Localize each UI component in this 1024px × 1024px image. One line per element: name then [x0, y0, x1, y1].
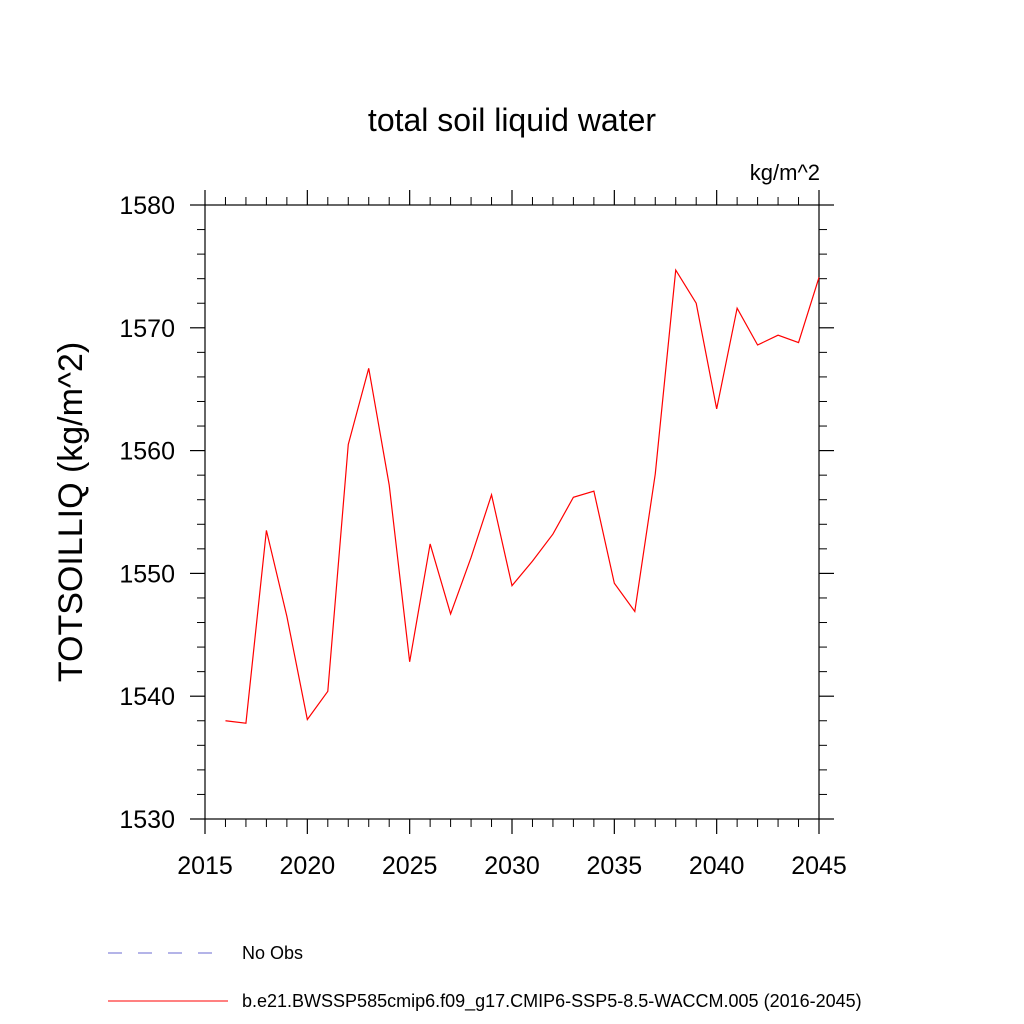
data-point: [675, 269, 677, 271]
legend-label-no-obs: No Obs: [242, 943, 303, 963]
y-axis-label: TOTSOILLIQ (kg/m^2): [52, 342, 90, 682]
data-point: [654, 473, 656, 475]
y-tick-label: 1560: [119, 438, 175, 466]
data-point: [552, 533, 554, 535]
data-point: [429, 543, 431, 545]
x-tick-label: 2015: [177, 852, 233, 880]
minor-ticks: [197, 197, 827, 827]
data-point: [347, 443, 349, 445]
data-point: [449, 613, 451, 615]
series-line-0: [225, 268, 820, 724]
data-point: [613, 582, 615, 584]
chart-title: total soil liquid water: [368, 102, 656, 138]
x-tick-label: 2045: [791, 852, 847, 880]
data-point: [756, 344, 758, 346]
data-point: [531, 560, 533, 562]
data-point: [736, 307, 738, 309]
data-point: [327, 690, 329, 692]
data-point: [715, 408, 717, 410]
data-point: [368, 367, 370, 369]
data-point: [470, 556, 472, 558]
x-tick-label: 2025: [382, 852, 438, 880]
data-point: [634, 610, 636, 612]
data-point: [593, 490, 595, 492]
legend-entry-no-obs: No Obs: [108, 943, 303, 963]
plot-frame: [204, 204, 820, 820]
y-tick-label: 1580: [119, 192, 175, 220]
y-tick-label: 1550: [119, 560, 175, 588]
data-point: [490, 494, 492, 496]
x-tick-labels: 2015 2020 2025 2030 2035 2040 2045: [177, 852, 847, 880]
data-point: [306, 718, 308, 720]
data-point: [777, 334, 779, 336]
legend-label-model-run: b.e21.BWSSP585cmip6.f09_g17.CMIP6-SSP5-8…: [242, 991, 862, 1012]
data-point: [572, 496, 574, 498]
y-tick-label: 1530: [119, 806, 175, 834]
series-group: [224, 268, 820, 724]
data-point: [408, 661, 410, 663]
y-tick-labels: 1530 1540 1550 1560 1570 1580: [119, 192, 175, 834]
legend: No Obs b.e21.BWSSP585cmip6.f09_g17.CMIP6…: [108, 943, 862, 1012]
data-point: [695, 302, 697, 304]
units-label: kg/m^2: [750, 160, 820, 185]
x-tick-label: 2030: [484, 852, 540, 880]
data-point: [818, 276, 820, 278]
data-point: [265, 529, 267, 531]
data-point: [286, 615, 288, 617]
data-point: [797, 341, 799, 343]
y-tick-label: 1570: [119, 315, 175, 343]
y-tick-label: 1540: [119, 683, 175, 711]
major-ticks: [190, 190, 834, 834]
data-point: [388, 484, 390, 486]
data-point: [511, 584, 513, 586]
data-point: [245, 722, 247, 724]
data-point: [224, 720, 226, 722]
x-tick-label: 2040: [689, 852, 745, 880]
x-tick-label: 2020: [280, 852, 336, 880]
x-tick-label: 2035: [587, 852, 643, 880]
legend-entry-model-run: b.e21.BWSSP585cmip6.f09_g17.CMIP6-SSP5-8…: [108, 991, 862, 1012]
